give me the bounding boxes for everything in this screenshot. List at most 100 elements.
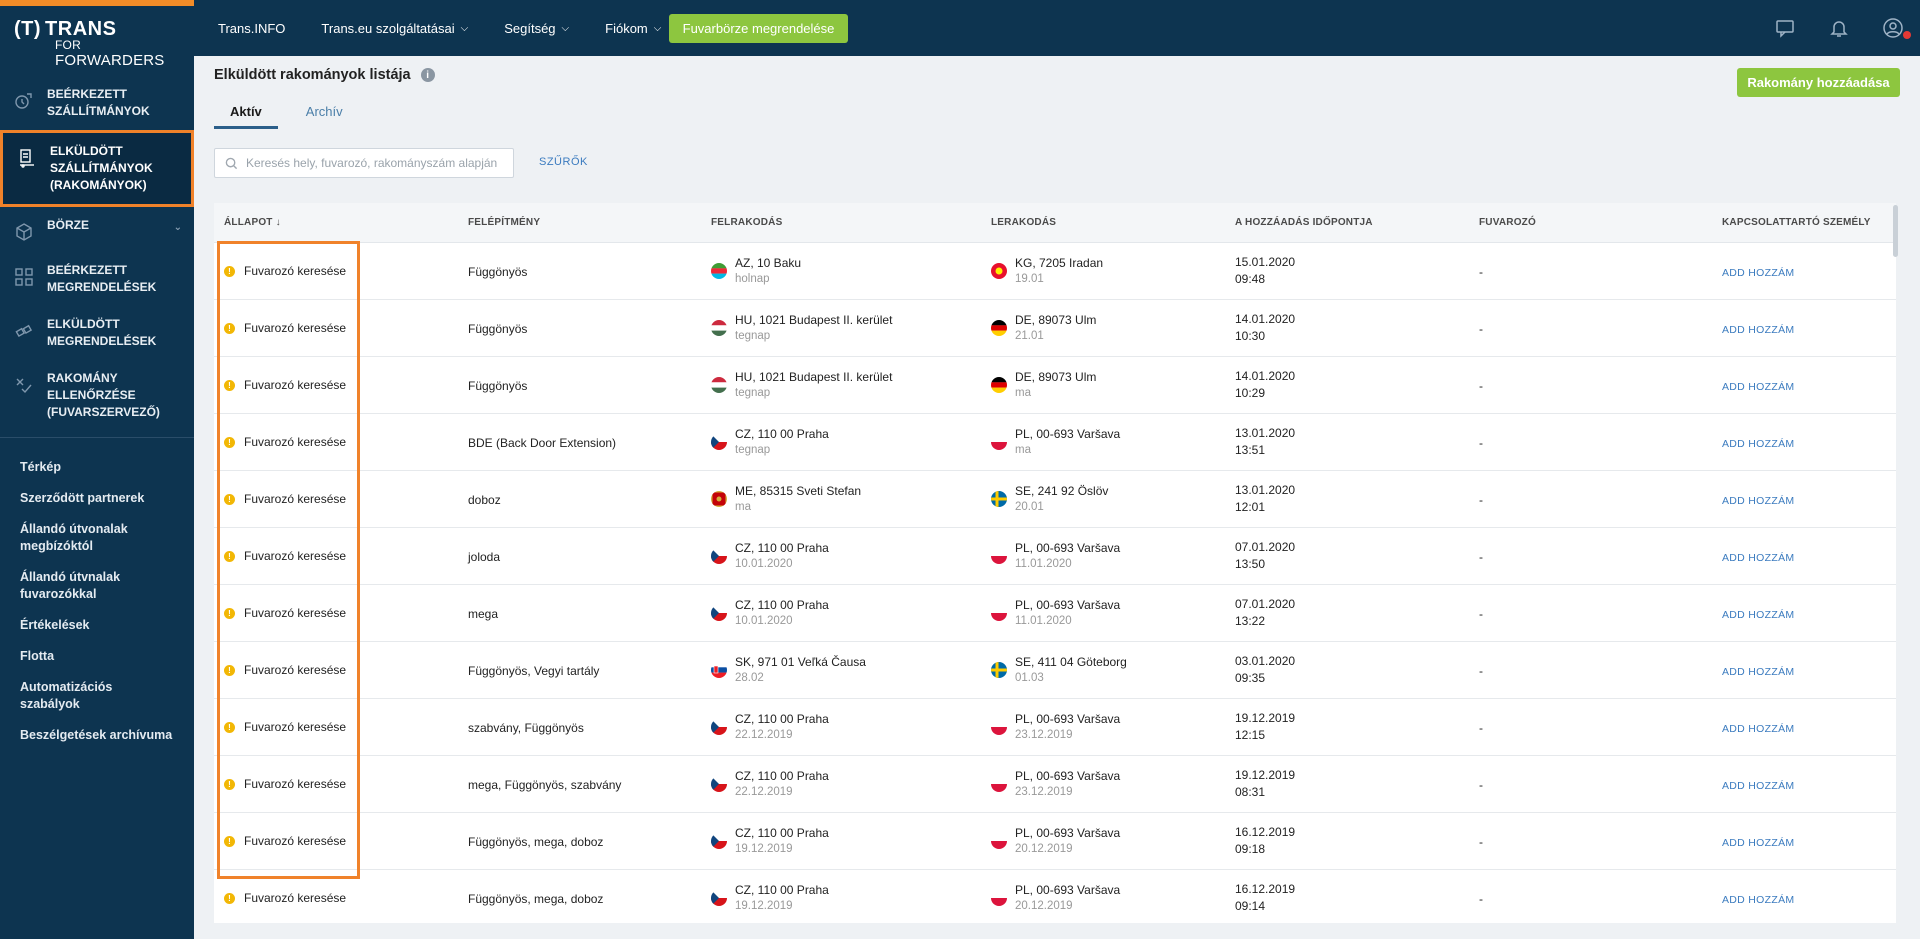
- add-me-link[interactable]: ADD HOZZÁM: [1722, 722, 1795, 735]
- add-me-link[interactable]: ADD HOZZÁM: [1722, 494, 1795, 507]
- loading-location: CZ, 110 00 Praha 19.12.2019: [711, 825, 981, 857]
- table-row[interactable]: ! Fuvarozó keresése Függönyös, mega, doboz…: [214, 813, 1896, 870]
- add-me-link[interactable]: ADD HOZZÁM: [1722, 551, 1795, 564]
- header-contact: KAPCSOLATTARTÓ SZEMÉLY: [1722, 217, 1871, 228]
- flag-icon: [711, 776, 727, 792]
- added-time: 10:30: [1235, 329, 1266, 343]
- added-date: 16.12.2019: [1235, 882, 1296, 896]
- body-type-text: mega, Függönyös, szabvány: [468, 777, 622, 792]
- add-me-link[interactable]: ADD HOZZÁM: [1722, 437, 1795, 450]
- unloading-location: PL, 00-693 Varšava 23.12.2019: [991, 711, 1225, 743]
- menu-help[interactable]: Segítség ⌵: [504, 21, 569, 36]
- add-me-link[interactable]: ADD HOZZÁM: [1722, 608, 1795, 621]
- sidebar-item-incoming-orders[interactable]: BEÉRKEZETT MEGRENDELÉSEK: [0, 252, 194, 306]
- status-text: Fuvarozó keresése: [244, 606, 347, 620]
- unloading-place: PL, 00-693 Varšava: [1015, 769, 1121, 783]
- menu-account[interactable]: Fiókom ⌵: [605, 21, 661, 36]
- user-avatar-icon[interactable]: [1866, 0, 1920, 56]
- search-input[interactable]: [246, 156, 506, 170]
- unloading-location: SE, 411 04 Göteborg 01.03: [991, 654, 1225, 686]
- add-me-link[interactable]: ADD HOZZÁM: [1722, 836, 1795, 849]
- warning-icon: !: [224, 436, 235, 448]
- table-row[interactable]: ! Fuvarozó keresése Függönyös AZ, 10 Baku ho…: [214, 243, 1896, 300]
- sidebar-item-label: BEÉRKEZETT MEGRENDELÉSEK: [47, 263, 157, 294]
- add-me-link[interactable]: ADD HOZZÁM: [1722, 380, 1795, 393]
- table-row[interactable]: ! Fuvarozó keresése Függönyös, Vegyi tartá…: [214, 642, 1896, 699]
- sidebar-item-sent-orders[interactable]: ELKÜLDÖTT MEGRENDELÉSEK: [0, 306, 194, 360]
- loading-location: ME, 85315 Sveti Stefan ma: [711, 483, 981, 515]
- trans-logo[interactable]: (T) TRANS FOR FORWARDERS: [14, 18, 184, 69]
- flag-icon: [991, 719, 1007, 735]
- add-me-link[interactable]: ADD HOZZÁM: [1722, 323, 1795, 336]
- sidebar-item-load-check[interactable]: RAKOMÁNY ELLENŐRZÉSE (FUVARSZERVEZŐ): [0, 360, 194, 431]
- carrier-text: -: [1479, 720, 1483, 735]
- chevron-down-icon: ⌵: [561, 22, 570, 34]
- add-me-link[interactable]: ADD HOZZÁM: [1722, 779, 1795, 792]
- added-date: 14.01.2020: [1235, 369, 1296, 383]
- sidebar-link-map[interactable]: Térkép: [20, 460, 61, 474]
- sidebar-link-ratings[interactable]: Értékelések: [20, 618, 90, 632]
- table-row[interactable]: ! Fuvarozó keresése doboz ME, 85315 Sveti S…: [214, 471, 1896, 528]
- unloading-place: SE, 241 92 Öslöv: [1015, 484, 1109, 498]
- unloading-date: 11.01.2020: [1015, 615, 1072, 627]
- warning-icon: !: [224, 664, 235, 676]
- carrier-text: -: [1479, 264, 1483, 279]
- added-time: 13:50: [1235, 557, 1266, 571]
- table-row[interactable]: ! Fuvarozó keresése szabvány, Függönyös CZ,…: [214, 699, 1896, 756]
- menu-trans-services[interactable]: Trans.eu szolgáltatásai ⌵: [321, 21, 468, 36]
- sidebar-item-incoming-shipments[interactable]: BEÉRKEZETT SZÁLLÍTMÁNYOK: [0, 76, 194, 130]
- added-time: 08:31: [1235, 785, 1266, 799]
- scrollbar[interactable]: [1893, 205, 1898, 257]
- status-text: Fuvarozó keresése: [244, 663, 347, 677]
- added-time: 10:29: [1235, 386, 1266, 400]
- added-time: 13:51: [1235, 443, 1266, 457]
- warning-icon: !: [224, 493, 235, 505]
- bell-icon[interactable]: [1812, 0, 1866, 56]
- table-row[interactable]: ! Fuvarozó keresése mega CZ, 110 00 Praha 10…: [214, 585, 1896, 642]
- sidebar-item-borze[interactable]: BÖRZE ⌄: [0, 207, 194, 252]
- table-row[interactable]: ! Fuvarozó keresése Függönyös HU, 1021 Buda…: [214, 300, 1896, 357]
- sidebar-link-fleet[interactable]: Flotta: [20, 649, 55, 663]
- chat-icon[interactable]: [1758, 0, 1812, 56]
- flag-icon: [711, 377, 727, 393]
- tab-archive[interactable]: Archív: [305, 104, 343, 119]
- loads-table: ÁLLAPOT ↓ FELÉPÍTMÉNY FELRAKODÁS LERAKOD…: [214, 203, 1896, 923]
- header-status[interactable]: ÁLLAPOT ↓: [224, 217, 281, 228]
- filters-link[interactable]: SZŰRŐK: [539, 156, 588, 168]
- added-time: 09:18: [1235, 842, 1266, 856]
- table-row[interactable]: ! Fuvarozó keresése BDE (Back Door Extensi…: [214, 414, 1896, 471]
- added-time: 09:14: [1235, 899, 1266, 913]
- add-me-link[interactable]: ADD HOZZÁM: [1722, 665, 1795, 678]
- status-text: Fuvarozó keresése: [244, 891, 347, 905]
- sidebar-link-routes-carriers[interactable]: Állandó útvnalak fuvarozókkal: [20, 570, 121, 601]
- menu-label: Fiókom: [605, 20, 648, 36]
- table-row[interactable]: ! Fuvarozó keresése mega, Függönyös, szabv…: [214, 756, 1896, 813]
- added-date: 19.12.2019: [1235, 768, 1296, 782]
- table-row[interactable]: ! Fuvarozó keresése Függönyös HU, 1021 Buda…: [214, 357, 1896, 414]
- sidebar-link-routes-clients[interactable]: Állandó útvonalak megbízóktól: [20, 522, 128, 553]
- table-row[interactable]: ! Fuvarozó keresése Függönyös, mega, doboz…: [214, 870, 1896, 923]
- menu-trans-info[interactable]: Trans.INFO: [218, 21, 285, 36]
- sidebar-item-sent-shipments[interactable]: ELKÜLDÖTT SZÁLLÍTMÁNYOK (RAKOMÁNYOK): [0, 130, 194, 207]
- sidebar-link-automation[interactable]: Automatizációs szabályok: [20, 680, 113, 711]
- table-row[interactable]: ! Fuvarozó keresése joloda CZ, 110 00 Praha…: [214, 528, 1896, 585]
- added-date: 07.01.2020: [1235, 540, 1296, 554]
- loading-place: ME, 85315 Sveti Stefan: [735, 484, 862, 498]
- tab-active[interactable]: Aktív: [214, 100, 278, 129]
- flag-icon: [711, 491, 727, 507]
- added-date: 03.01.2020: [1235, 654, 1296, 668]
- order-exchange-button[interactable]: Fuvarbörze megrendelése: [669, 14, 848, 43]
- add-me-link[interactable]: ADD HOZZÁM: [1722, 893, 1795, 906]
- sidebar-link-chat-archive[interactable]: Beszélgetések archívuma: [20, 728, 173, 742]
- sidebar-link-partners[interactable]: Szerződött partnerek: [20, 491, 145, 505]
- add-me-link[interactable]: ADD HOZZÁM: [1722, 266, 1795, 279]
- unloading-date: 21.01: [1015, 330, 1044, 342]
- logo-brand: (T) TRANS: [14, 18, 184, 41]
- info-icon[interactable]: i: [420, 68, 435, 82]
- added-date: 13.01.2020: [1235, 483, 1296, 497]
- add-load-button[interactable]: Rakomány hozzáadása: [1737, 68, 1900, 97]
- status-cell: ! Fuvarozó keresése: [224, 606, 458, 620]
- unloading-location: KG, 7205 Iradan 19.01: [991, 255, 1225, 287]
- body-type-text: Függönyös, mega, doboz: [468, 891, 604, 906]
- unloading-location: PL, 00-693 Varšava 11.01.2020: [991, 540, 1225, 572]
